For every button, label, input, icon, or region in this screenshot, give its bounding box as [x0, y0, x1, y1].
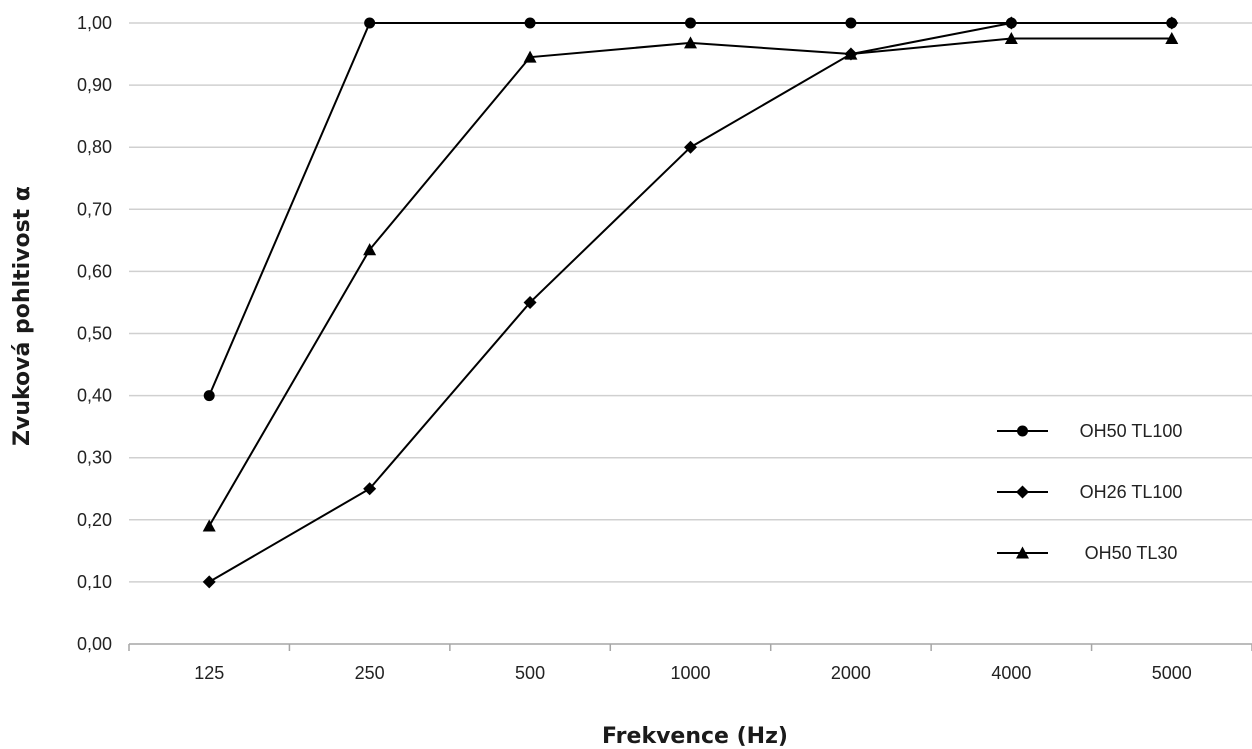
data-point-circle	[364, 17, 376, 29]
legend: OH50 TL100 OH26 TL100 OH50 TL30	[997, 421, 1182, 563]
data-point-triangle	[363, 243, 377, 256]
x-tick-label: 125	[194, 663, 224, 683]
series-oh26-tl100	[202, 16, 1179, 589]
y-tick-label: 0,20	[77, 510, 112, 530]
data-point-circle	[685, 17, 696, 29]
legend-label: OH26 TL100	[1080, 482, 1183, 502]
x-axis-title: Frekvence (Hz)	[602, 724, 788, 749]
y-axis-title: Zvuková pohltivost α	[10, 186, 35, 446]
x-tick-label: 500	[515, 663, 545, 683]
data-point-triangle	[523, 50, 537, 63]
data-point-diamond	[1165, 16, 1179, 30]
y-tick-label: 0,00	[77, 634, 112, 654]
y-tick-label: 0,40	[77, 386, 112, 406]
data-point-circle	[1017, 425, 1028, 437]
data-point-diamond	[1016, 485, 1029, 499]
y-axis-ticks: 0,00 0,10 0,20 0,30 0,40 0,50 0,60 0,70 0,80 0,90…	[77, 13, 112, 654]
legend-item: OH26 TL100	[997, 482, 1182, 502]
y-tick-label: 0,30	[77, 448, 112, 468]
legend-item: OH50 TL100	[997, 421, 1182, 441]
y-tick-label: 0,10	[77, 572, 112, 592]
data-point-triangle	[202, 519, 216, 532]
y-tick-label: 0,90	[77, 75, 112, 95]
series-line	[208, 37, 1172, 527]
data-point-triangle	[1004, 32, 1018, 45]
data-point-diamond	[1004, 16, 1018, 30]
data-point-diamond	[202, 575, 216, 589]
data-point-circle	[524, 17, 536, 29]
y-tick-label: 0,60	[77, 261, 112, 281]
y-tick-label: 0,70	[77, 199, 112, 219]
series-line	[208, 22, 1172, 583]
x-tick-label: 5000	[1152, 663, 1192, 683]
data-point-circle	[845, 17, 857, 29]
data-point-triangle	[1016, 546, 1029, 559]
legend-label: OH50 TL100	[1080, 421, 1183, 441]
series-layer	[202, 16, 1179, 589]
data-point-triangle	[844, 47, 858, 60]
data-point-diamond	[523, 295, 537, 309]
data-point-circle	[203, 390, 215, 402]
legend-item: OH50 TL30	[997, 543, 1177, 563]
x-tick-label: 2000	[831, 663, 871, 683]
x-tick-label: 4000	[991, 663, 1031, 683]
legend-label: OH50 TL30	[1085, 543, 1178, 563]
x-axis: 125 250 500 1000 2000 4000 5000	[128, 644, 1252, 683]
y-tick-label: 0,50	[77, 324, 112, 344]
data-point-triangle	[684, 36, 697, 49]
data-point-diamond	[684, 140, 697, 154]
x-tick-label: 250	[355, 663, 385, 683]
y-tick-label: 0,80	[77, 137, 112, 157]
y-tick-label: 1,00	[77, 13, 112, 33]
x-tick-label: 1000	[670, 663, 710, 683]
grid-lines	[129, 22, 1252, 645]
series-oh50-tl30	[202, 32, 1179, 532]
data-point-triangle	[1165, 32, 1179, 45]
data-point-diamond	[363, 482, 377, 496]
